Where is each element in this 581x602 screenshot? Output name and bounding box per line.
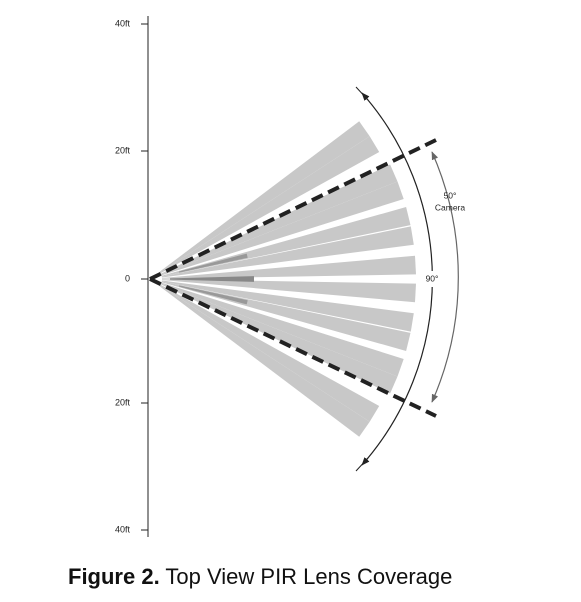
beam: [160, 136, 380, 274]
axis-label: 0: [125, 273, 130, 283]
beam: [159, 121, 370, 273]
axis-ticks: [141, 23, 148, 531]
camera-angle: 50°: [444, 190, 457, 200]
beam: [161, 181, 404, 276]
camera-arc: [431, 151, 459, 403]
axis-label: 20ft: [115, 145, 131, 155]
axis-label: 20ft: [115, 397, 131, 407]
pir-beams: [159, 121, 416, 437]
beam: [161, 280, 414, 332]
beam: [179, 285, 248, 305]
beam: [159, 285, 370, 437]
beam: [161, 226, 414, 278]
beam: [160, 284, 380, 422]
beam: [162, 255, 416, 279]
beam: [179, 253, 248, 273]
arc-end: [355, 457, 369, 472]
label-bg: [418, 271, 444, 287]
beam: [161, 207, 411, 277]
caption-text: Top View PIR Lens Coverage: [165, 564, 452, 589]
axis-label: 40ft: [115, 18, 131, 28]
beam: [162, 279, 416, 303]
axis-label: 40ft: [115, 524, 131, 534]
camera-label: Camera: [435, 202, 466, 212]
arc-end: [355, 86, 369, 101]
beam: [161, 281, 411, 351]
pir-angle: 90°: [426, 273, 439, 283]
beam: [170, 276, 254, 282]
caption: Figure 2. Top View PIR Lens Coverage: [68, 564, 452, 589]
caption-label: Figure 2.: [68, 564, 160, 589]
beam: [161, 282, 404, 377]
